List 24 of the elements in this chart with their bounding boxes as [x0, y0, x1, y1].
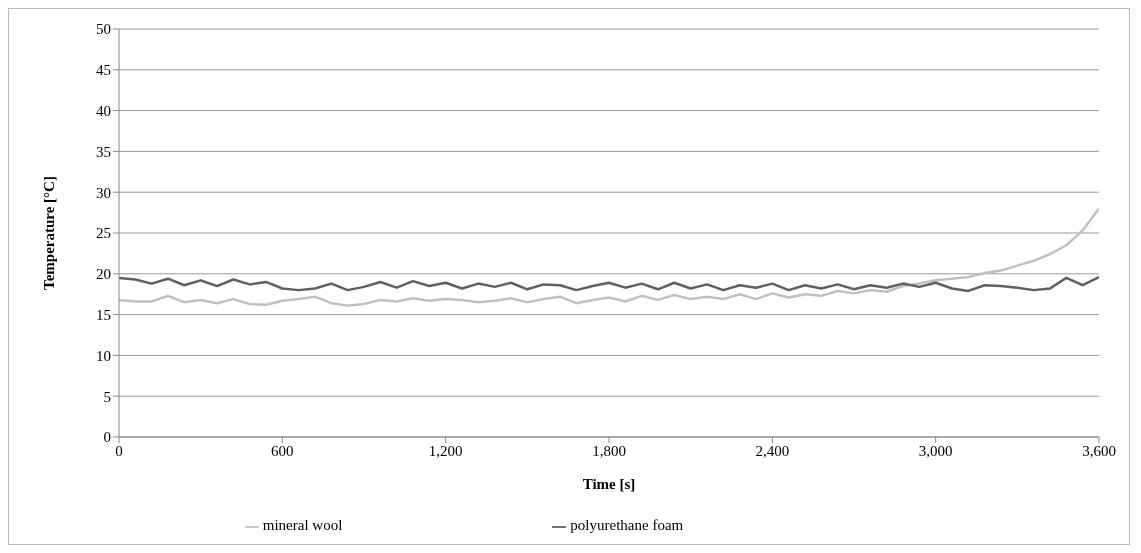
y-tick-label: 20	[96, 266, 111, 283]
y-tick-label: 15	[96, 306, 111, 323]
x-tick-label: 0	[115, 442, 123, 459]
x-tick-label: 3,000	[918, 442, 953, 459]
y-tick-label: 45	[96, 62, 111, 79]
y-tick-label: 35	[96, 143, 111, 160]
x-tick-label: 1,200	[428, 442, 463, 459]
y-axis-title: Temperature [°C]	[41, 176, 58, 290]
x-tick-label: 1,800	[592, 442, 626, 459]
y-tick-label: 10	[96, 347, 111, 364]
y-tick-label: 50	[96, 21, 111, 38]
x-tick-label: 3,600	[1082, 442, 1116, 459]
y-tick-label: 5	[103, 388, 111, 405]
y-tick-label: 30	[96, 184, 111, 201]
y-tick-label: 25	[96, 225, 111, 242]
x-tick-label: 2,400	[755, 442, 790, 459]
legend-label: polyurethane foam	[570, 517, 684, 533]
x-tick-label: 600	[271, 442, 294, 459]
y-tick-label: 40	[96, 102, 111, 119]
x-axis-title: Time [s]	[582, 476, 636, 492]
legend-label: mineral wool	[262, 517, 343, 533]
y-tick-label: 0	[103, 429, 111, 446]
line-series	[119, 275, 1099, 293]
line-series	[119, 207, 1099, 307]
